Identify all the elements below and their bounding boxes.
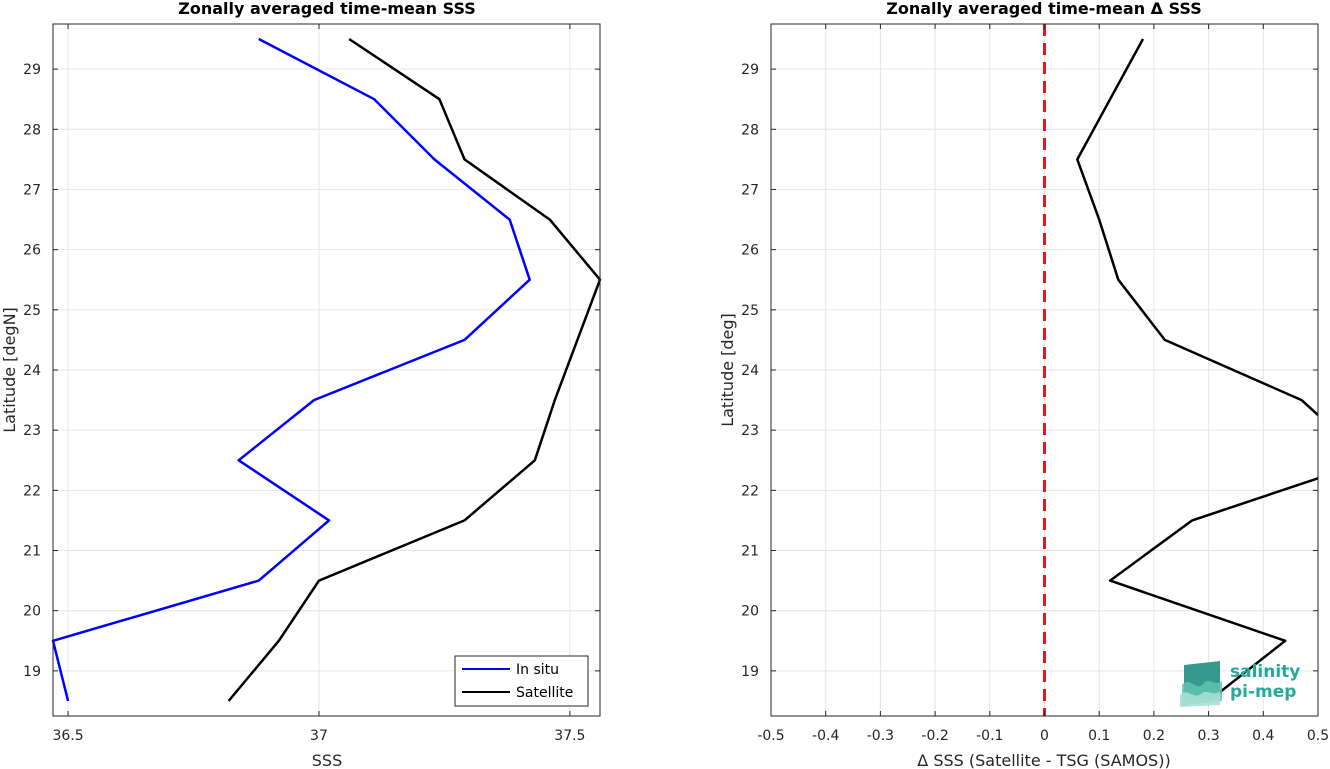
right-panel: Zonally averaged time-mean Δ SSS -0.5 -0.… xyxy=(718,0,1329,769)
right-x-tick-label: -0.1 xyxy=(976,728,1003,744)
right-y-tick-label: 28 xyxy=(741,122,759,138)
right-x-tick-label: -0.4 xyxy=(812,728,839,744)
logo-text-line2: pi-mep xyxy=(1230,682,1296,702)
right-x-tick-label: 0.5 xyxy=(1307,728,1329,744)
left-series-line-in-situ xyxy=(51,37,531,702)
right-x-tick-label: 0.2 xyxy=(1143,728,1165,744)
right-series-line-delta-0 xyxy=(1076,38,1319,702)
right-y-tick-label: 21 xyxy=(741,544,759,560)
left-y-tick-label: 20 xyxy=(23,604,41,620)
right-y-axis-label: Latitude [deg] xyxy=(718,313,737,427)
right-x-tick-label: 0 xyxy=(1040,728,1049,744)
left-y-tick-label: 27 xyxy=(23,182,41,198)
right-y-tick-label: 19 xyxy=(741,664,759,680)
left-tick-labels: 36.5 37 37.5 19 20 21 22 23 24 25 26 27 28 29 xyxy=(23,24,600,744)
left-series-group xyxy=(51,37,602,702)
left-y-tick-label: 23 xyxy=(23,423,41,439)
right-chart-title: Zonally averaged time-mean Δ SSS xyxy=(886,0,1202,18)
left-y-tick-label: 28 xyxy=(23,122,41,138)
logo-text-line1: salinity xyxy=(1230,662,1300,682)
legend-label-satellite: Satellite xyxy=(516,685,573,701)
left-series-line-satellite xyxy=(227,37,602,702)
right-y-tick-label: 29 xyxy=(741,62,759,78)
left-y-tick-label: 26 xyxy=(23,243,41,259)
right-x-tick-label: -0.2 xyxy=(921,728,948,744)
right-series-group xyxy=(1076,38,1319,702)
left-x-tick-label: 36.5 xyxy=(52,728,83,744)
left-panel: Zonally averaged time-mean SSS 36.5 37 37.… xyxy=(0,0,602,769)
right-x-tick-label: 0.4 xyxy=(1252,728,1274,744)
right-y-tick-label: 22 xyxy=(741,483,759,499)
left-x-axis-label: SSS xyxy=(312,751,342,769)
right-x-tick-label: -0.3 xyxy=(867,728,894,744)
left-chart-title: Zonally averaged time-mean SSS xyxy=(178,0,476,18)
legend: In situ Satellite xyxy=(454,655,589,707)
legend-label-in-situ: In situ xyxy=(516,662,559,678)
left-y-tick-label: 22 xyxy=(23,483,41,499)
left-grid xyxy=(53,24,600,716)
legend-box xyxy=(454,655,589,707)
right-x-tick-label: 0.3 xyxy=(1197,728,1219,744)
logo-wave-icon xyxy=(1180,661,1222,707)
right-x-tick-label: -0.5 xyxy=(757,728,784,744)
left-x-tick-label: 37 xyxy=(310,728,328,744)
right-y-tick-label: 23 xyxy=(741,423,759,439)
right-y-tick-label: 26 xyxy=(741,243,759,259)
salinity-pi-mep-logo: salinity pi-mep xyxy=(1180,661,1300,707)
left-y-tick-label: 24 xyxy=(23,363,41,379)
left-y-tick-label: 19 xyxy=(23,664,41,680)
right-y-tick-label: 25 xyxy=(741,303,759,319)
right-x-axis-label: Δ SSS (Satellite - TSG (SAMOS)) xyxy=(917,751,1170,769)
right-y-tick-label: 20 xyxy=(741,604,759,620)
left-y-axis-label: Latitude [degN] xyxy=(0,307,19,433)
left-x-tick-label: 37.5 xyxy=(554,728,585,744)
left-y-tick-label: 29 xyxy=(23,62,41,78)
right-y-tick-label: 24 xyxy=(741,363,759,379)
right-x-tick-label: 0.1 xyxy=(1088,728,1110,744)
left-y-tick-label: 25 xyxy=(23,303,41,319)
right-tick-labels: -0.5 -0.4 -0.3 -0.2 -0.1 0 0.1 0.2 0.3 0.4 0.5 19 20… xyxy=(741,24,1329,744)
left-y-tick-label: 21 xyxy=(23,544,41,560)
right-y-tick-label: 27 xyxy=(741,182,759,198)
